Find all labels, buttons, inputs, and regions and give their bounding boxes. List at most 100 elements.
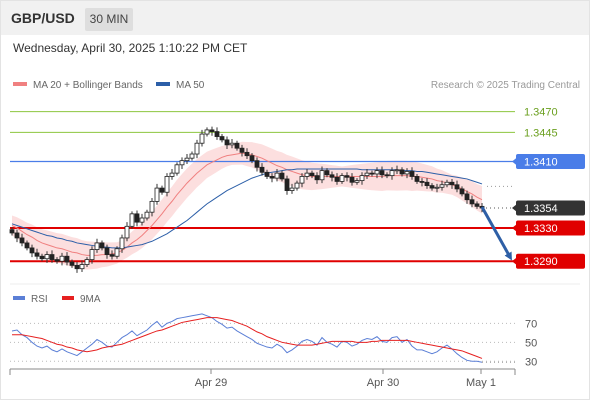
candle [114, 246, 120, 259]
candle [294, 180, 300, 191]
timeframe-button[interactable]: 30 MIN [85, 8, 133, 31]
x-tick-label: Apr 29 [195, 377, 227, 389]
legend-rsi-swatch [13, 296, 25, 301]
legend-9ma: 9MA [62, 294, 101, 305]
candle [269, 173, 275, 183]
candle-body-down [159, 187, 165, 193]
candle [64, 252, 70, 266]
rsi-tick-label: 50 [525, 337, 537, 349]
candle-body-up [184, 157, 190, 162]
candle-body-up [289, 187, 295, 191]
candle [369, 170, 375, 177]
top-bar: GBP/USD 30 MIN [1, 1, 589, 35]
candle-body-up [199, 133, 205, 144]
candle-body-down [39, 255, 45, 260]
candle [164, 173, 170, 197]
candle-body-up [229, 142, 235, 146]
candle [34, 248, 40, 260]
candle-body-up [44, 254, 50, 260]
level-label-pointer [512, 223, 517, 232]
candle-body-down [249, 155, 255, 162]
candle-body-down [399, 169, 405, 175]
candle [9, 227, 15, 236]
candle-body-down [34, 252, 40, 257]
candle-body-up [319, 170, 325, 181]
level-label-box-support [516, 220, 585, 236]
candle [79, 260, 85, 273]
candle [349, 173, 355, 186]
candle [84, 257, 90, 268]
candle-body-up [394, 169, 400, 172]
candle-body-down [384, 174, 390, 177]
candle [399, 167, 405, 177]
candle-body-up [364, 172, 370, 177]
candle [359, 172, 365, 185]
candle [109, 250, 115, 260]
candle-body-down [134, 213, 140, 223]
candle [279, 170, 285, 182]
candle-body-up [129, 213, 135, 227]
candle [104, 244, 110, 259]
candle-body-down [469, 199, 475, 205]
candle-body-down [454, 184, 460, 190]
candle-body-down [19, 237, 25, 244]
candle [474, 201, 480, 209]
candle-body-up [139, 217, 145, 223]
legend-rsi-label: RSI [31, 294, 48, 305]
candle-body-down [279, 172, 285, 180]
candle [244, 148, 250, 159]
candle [159, 185, 165, 195]
candle [374, 167, 380, 179]
candle [444, 179, 450, 188]
candle-body-down [424, 181, 430, 186]
candle-body-up [119, 237, 125, 250]
candle [319, 166, 325, 184]
candle [39, 253, 45, 262]
candle-body-up [444, 181, 450, 186]
candle-body-up [204, 129, 210, 135]
candle [129, 211, 135, 229]
candle-body-up [434, 186, 440, 189]
candle [379, 166, 385, 179]
candle-body-down [474, 203, 480, 207]
candle [149, 198, 155, 217]
candle [274, 168, 280, 182]
candle [329, 171, 335, 182]
candle-body-up [304, 172, 310, 177]
candle-body-down [219, 136, 225, 141]
candle [234, 140, 240, 151]
forecast-arrow [480, 206, 512, 261]
candle [189, 151, 195, 161]
candle-body-down [449, 181, 455, 186]
level-label-pointer [512, 257, 517, 266]
candle-body-down [284, 178, 290, 191]
candle-body-down [259, 166, 265, 173]
candle [289, 183, 295, 194]
candle-body-up [79, 264, 85, 270]
candle-body-up [389, 170, 395, 177]
candle-body-up [274, 172, 280, 179]
candle [74, 262, 80, 273]
candle-body-up [339, 175, 345, 182]
candle-body-down [314, 175, 320, 181]
candle-body-up [404, 171, 410, 175]
candle-body-down [254, 160, 260, 168]
candle [284, 175, 290, 195]
candle-body-down [24, 242, 30, 249]
timestamp: Wednesday, April 30, 2025 1:10:22 PM CET [13, 41, 248, 55]
candle-body-up [94, 242, 100, 250]
candle [304, 168, 310, 180]
candle-body-up [299, 176, 305, 184]
candle-body-down [324, 170, 330, 176]
candle-body-down [234, 142, 240, 149]
candle [94, 238, 100, 253]
candle [299, 173, 305, 188]
candle [339, 173, 345, 184]
candle-body-down [409, 171, 415, 177]
candle-body-down [429, 185, 435, 189]
candle [219, 134, 225, 143]
candle-body-down [329, 174, 335, 178]
candle [364, 168, 370, 179]
candle-body-up [84, 259, 90, 265]
candle [419, 178, 425, 187]
